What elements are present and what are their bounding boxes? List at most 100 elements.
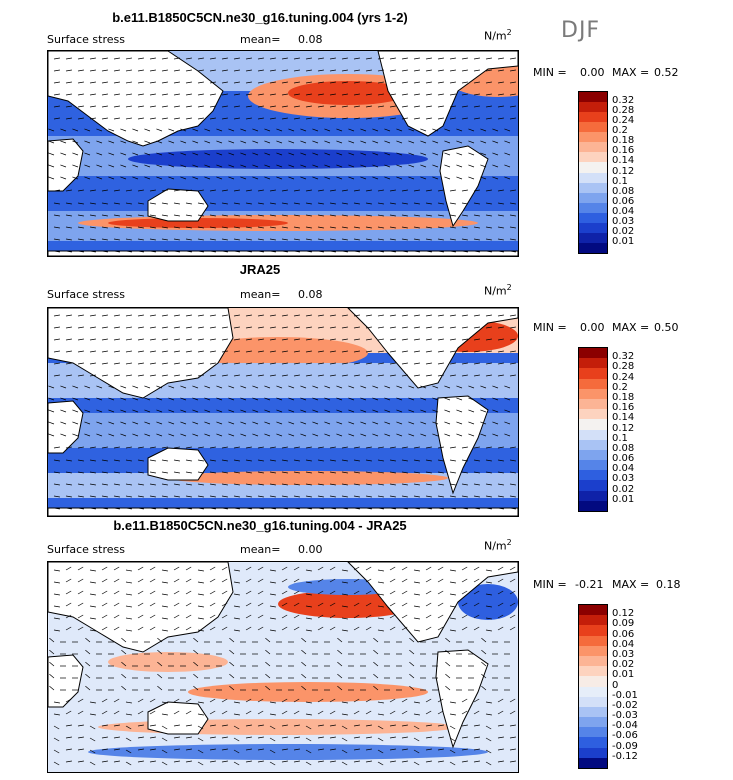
wind-vector bbox=[185, 459, 192, 462]
wind-vector bbox=[161, 350, 168, 353]
wind-vector bbox=[509, 698, 516, 703]
wind-vector bbox=[245, 566, 252, 571]
wind-vector bbox=[48, 421, 55, 425]
colorbar-segment bbox=[579, 142, 607, 153]
wind-vector bbox=[161, 713, 168, 716]
wind-vector bbox=[233, 374, 240, 377]
wind-vector bbox=[305, 617, 312, 620]
wind-vector bbox=[305, 593, 312, 596]
wind-vector bbox=[252, 433, 259, 437]
wind-vector bbox=[485, 81, 492, 84]
wind-vector bbox=[149, 710, 156, 715]
wind-vector bbox=[84, 397, 91, 401]
colorbar-segment bbox=[579, 358, 607, 369]
colorbar-tick-label: 0.04 bbox=[612, 638, 635, 650]
wind-vector bbox=[413, 338, 420, 341]
wind-vector bbox=[492, 128, 499, 132]
wind-vector bbox=[96, 421, 103, 425]
wind-vector bbox=[265, 637, 271, 643]
wind-vector bbox=[396, 433, 403, 437]
wind-vector bbox=[65, 105, 72, 108]
wind-vector bbox=[353, 760, 360, 763]
wind-vector bbox=[485, 350, 492, 353]
wind-vector bbox=[473, 189, 480, 192]
wind-vector bbox=[509, 446, 516, 449]
panel-2-mean-value: 0.08 bbox=[298, 288, 323, 301]
wind-vector bbox=[444, 433, 451, 437]
colorbar-segment bbox=[579, 388, 607, 399]
wind-vector bbox=[209, 250, 216, 253]
wind-vector bbox=[492, 176, 499, 180]
wind-vector bbox=[401, 202, 408, 205]
wind-vector bbox=[372, 176, 379, 180]
wind-vector bbox=[257, 57, 264, 60]
wind-vector bbox=[101, 614, 108, 619]
wind-vector bbox=[161, 459, 168, 462]
wind-vector bbox=[221, 362, 228, 365]
wind-vector bbox=[77, 226, 84, 229]
wind-vector bbox=[324, 409, 331, 413]
wind-vector bbox=[473, 698, 480, 703]
wind-vector bbox=[509, 338, 516, 341]
wind-vector bbox=[149, 446, 156, 449]
wind-vector bbox=[132, 397, 139, 401]
wind-vector bbox=[156, 409, 163, 413]
wind-vector bbox=[509, 471, 516, 474]
wind-vector bbox=[389, 698, 396, 703]
wind-vector bbox=[185, 614, 192, 619]
wind-vector bbox=[168, 176, 175, 180]
wind-vector bbox=[389, 446, 396, 449]
wind-vector bbox=[245, 117, 252, 120]
wind-vector bbox=[468, 385, 475, 389]
wind-vector bbox=[209, 350, 216, 353]
wind-vector bbox=[473, 57, 480, 60]
wind-vector bbox=[473, 326, 480, 329]
wind-vector bbox=[509, 105, 516, 108]
colorbar-segment bbox=[579, 92, 607, 103]
wind-vector bbox=[312, 421, 319, 425]
wind-vector bbox=[408, 421, 415, 425]
wind-vector bbox=[125, 81, 132, 84]
wind-vector bbox=[265, 661, 271, 667]
wind-vector bbox=[84, 433, 91, 437]
wind-vector bbox=[233, 202, 240, 205]
wind-vector bbox=[329, 748, 336, 751]
wind-vector bbox=[269, 105, 276, 108]
wind-vector bbox=[161, 226, 168, 229]
wind-vector bbox=[324, 421, 331, 425]
wind-vector bbox=[121, 685, 127, 691]
wind-vector bbox=[204, 176, 211, 180]
wind-vector bbox=[341, 483, 348, 486]
wind-vector bbox=[65, 602, 72, 607]
wind-vector bbox=[317, 57, 324, 60]
wind-vector bbox=[329, 566, 336, 571]
wind-vector bbox=[360, 152, 367, 156]
wind-vector bbox=[120, 140, 127, 144]
wind-vector bbox=[305, 105, 312, 108]
panel-3-min-value: -0.21 bbox=[575, 578, 604, 591]
wind-vector bbox=[101, 507, 108, 510]
wind-vector bbox=[240, 433, 247, 437]
wind-vector bbox=[293, 566, 300, 571]
wind-vector bbox=[173, 238, 180, 241]
wind-vector bbox=[204, 433, 211, 437]
wind-vector bbox=[49, 649, 55, 655]
wind-vector bbox=[269, 495, 276, 498]
wind-vector bbox=[60, 397, 67, 401]
wind-vector bbox=[125, 629, 132, 632]
colorbar-tick-label: 0.03 bbox=[612, 215, 635, 227]
wind-vector bbox=[193, 661, 199, 667]
wind-vector bbox=[269, 629, 276, 632]
wind-vector bbox=[365, 105, 372, 108]
wind-vector bbox=[329, 374, 336, 377]
wind-vector bbox=[353, 326, 360, 329]
panel-2-max-label: MAX = bbox=[612, 321, 650, 334]
wind-vector bbox=[449, 105, 456, 108]
wind-vector bbox=[413, 725, 420, 730]
wind-vector bbox=[341, 202, 348, 205]
wind-vector bbox=[161, 362, 168, 365]
wind-vector bbox=[497, 626, 504, 631]
wind-vector bbox=[209, 69, 216, 72]
wind-vector bbox=[125, 338, 132, 341]
wind-vector bbox=[485, 93, 492, 96]
